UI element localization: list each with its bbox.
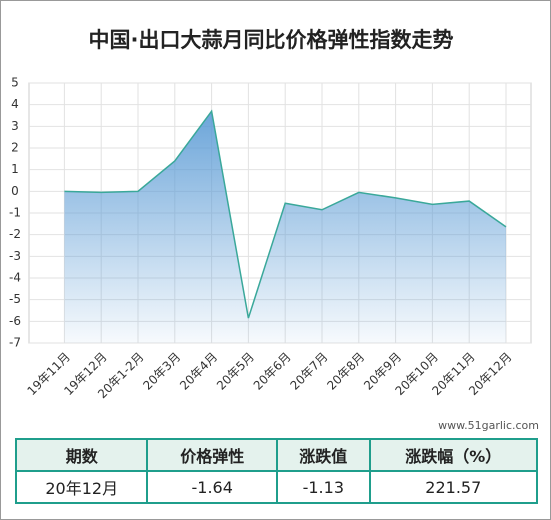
table-cell: 涨跌值 bbox=[276, 438, 371, 472]
y-tick-label: -4 bbox=[9, 271, 21, 285]
y-tick-label: -7 bbox=[9, 336, 21, 350]
line bbox=[64, 109, 507, 319]
x-tick-label: 20年6月 bbox=[251, 350, 294, 393]
table-row: 20年12月 -1.64 -1.13 221.57 bbox=[14, 470, 539, 504]
chart-title: 中国·出口大蒜月同比价格弹性指数走势 bbox=[89, 28, 454, 52]
table-cell: -1.64 bbox=[146, 470, 279, 504]
x-tick-label: 20年8月 bbox=[324, 350, 367, 393]
y-tick-label: -5 bbox=[9, 292, 21, 306]
x-tick-label: 20年5月 bbox=[214, 350, 257, 393]
y-tick-label: 0 bbox=[11, 184, 19, 198]
x-tick-label: 20年7月 bbox=[288, 350, 331, 393]
y-tick-label: -2 bbox=[9, 227, 21, 241]
info-table: 期数 价格弹性 涨跌值 涨跌幅（%） 20年12月 -1.64 -1.13 221.57 bbox=[14, 438, 539, 504]
table-cell: 涨跌幅（%） bbox=[368, 438, 539, 472]
table-cell: 期数 bbox=[14, 438, 149, 472]
y-tick-label: 4 bbox=[11, 97, 19, 111]
x-tick-label: 20年3月 bbox=[140, 350, 183, 393]
y-tick-label: -1 bbox=[9, 206, 21, 220]
table-cell: -1.13 bbox=[276, 470, 371, 504]
chart: 中国·出口大蒜月同比价格弹性指数走势 www.51garlic.com -7 -6… bbox=[9, 28, 539, 432]
table-row: 期数 价格弹性 涨跌值 涨跌幅（%） bbox=[14, 438, 539, 472]
y-tick-label: 1 bbox=[11, 162, 19, 176]
y-tick-label: 5 bbox=[11, 76, 19, 90]
y-tick-label: -3 bbox=[9, 249, 21, 263]
table-cell: 20年12月 bbox=[14, 470, 149, 504]
watermark: www.51garlic.com bbox=[438, 419, 539, 431]
table-cell: 221.57 bbox=[368, 470, 539, 504]
y-tick-label: 3 bbox=[11, 119, 19, 133]
area bbox=[64, 111, 507, 344]
y-tick-label: -6 bbox=[9, 314, 21, 328]
table-cell: 价格弹性 bbox=[146, 438, 279, 472]
x-tick-label: 20年4月 bbox=[177, 350, 220, 393]
y-tick-label: 2 bbox=[11, 141, 19, 155]
